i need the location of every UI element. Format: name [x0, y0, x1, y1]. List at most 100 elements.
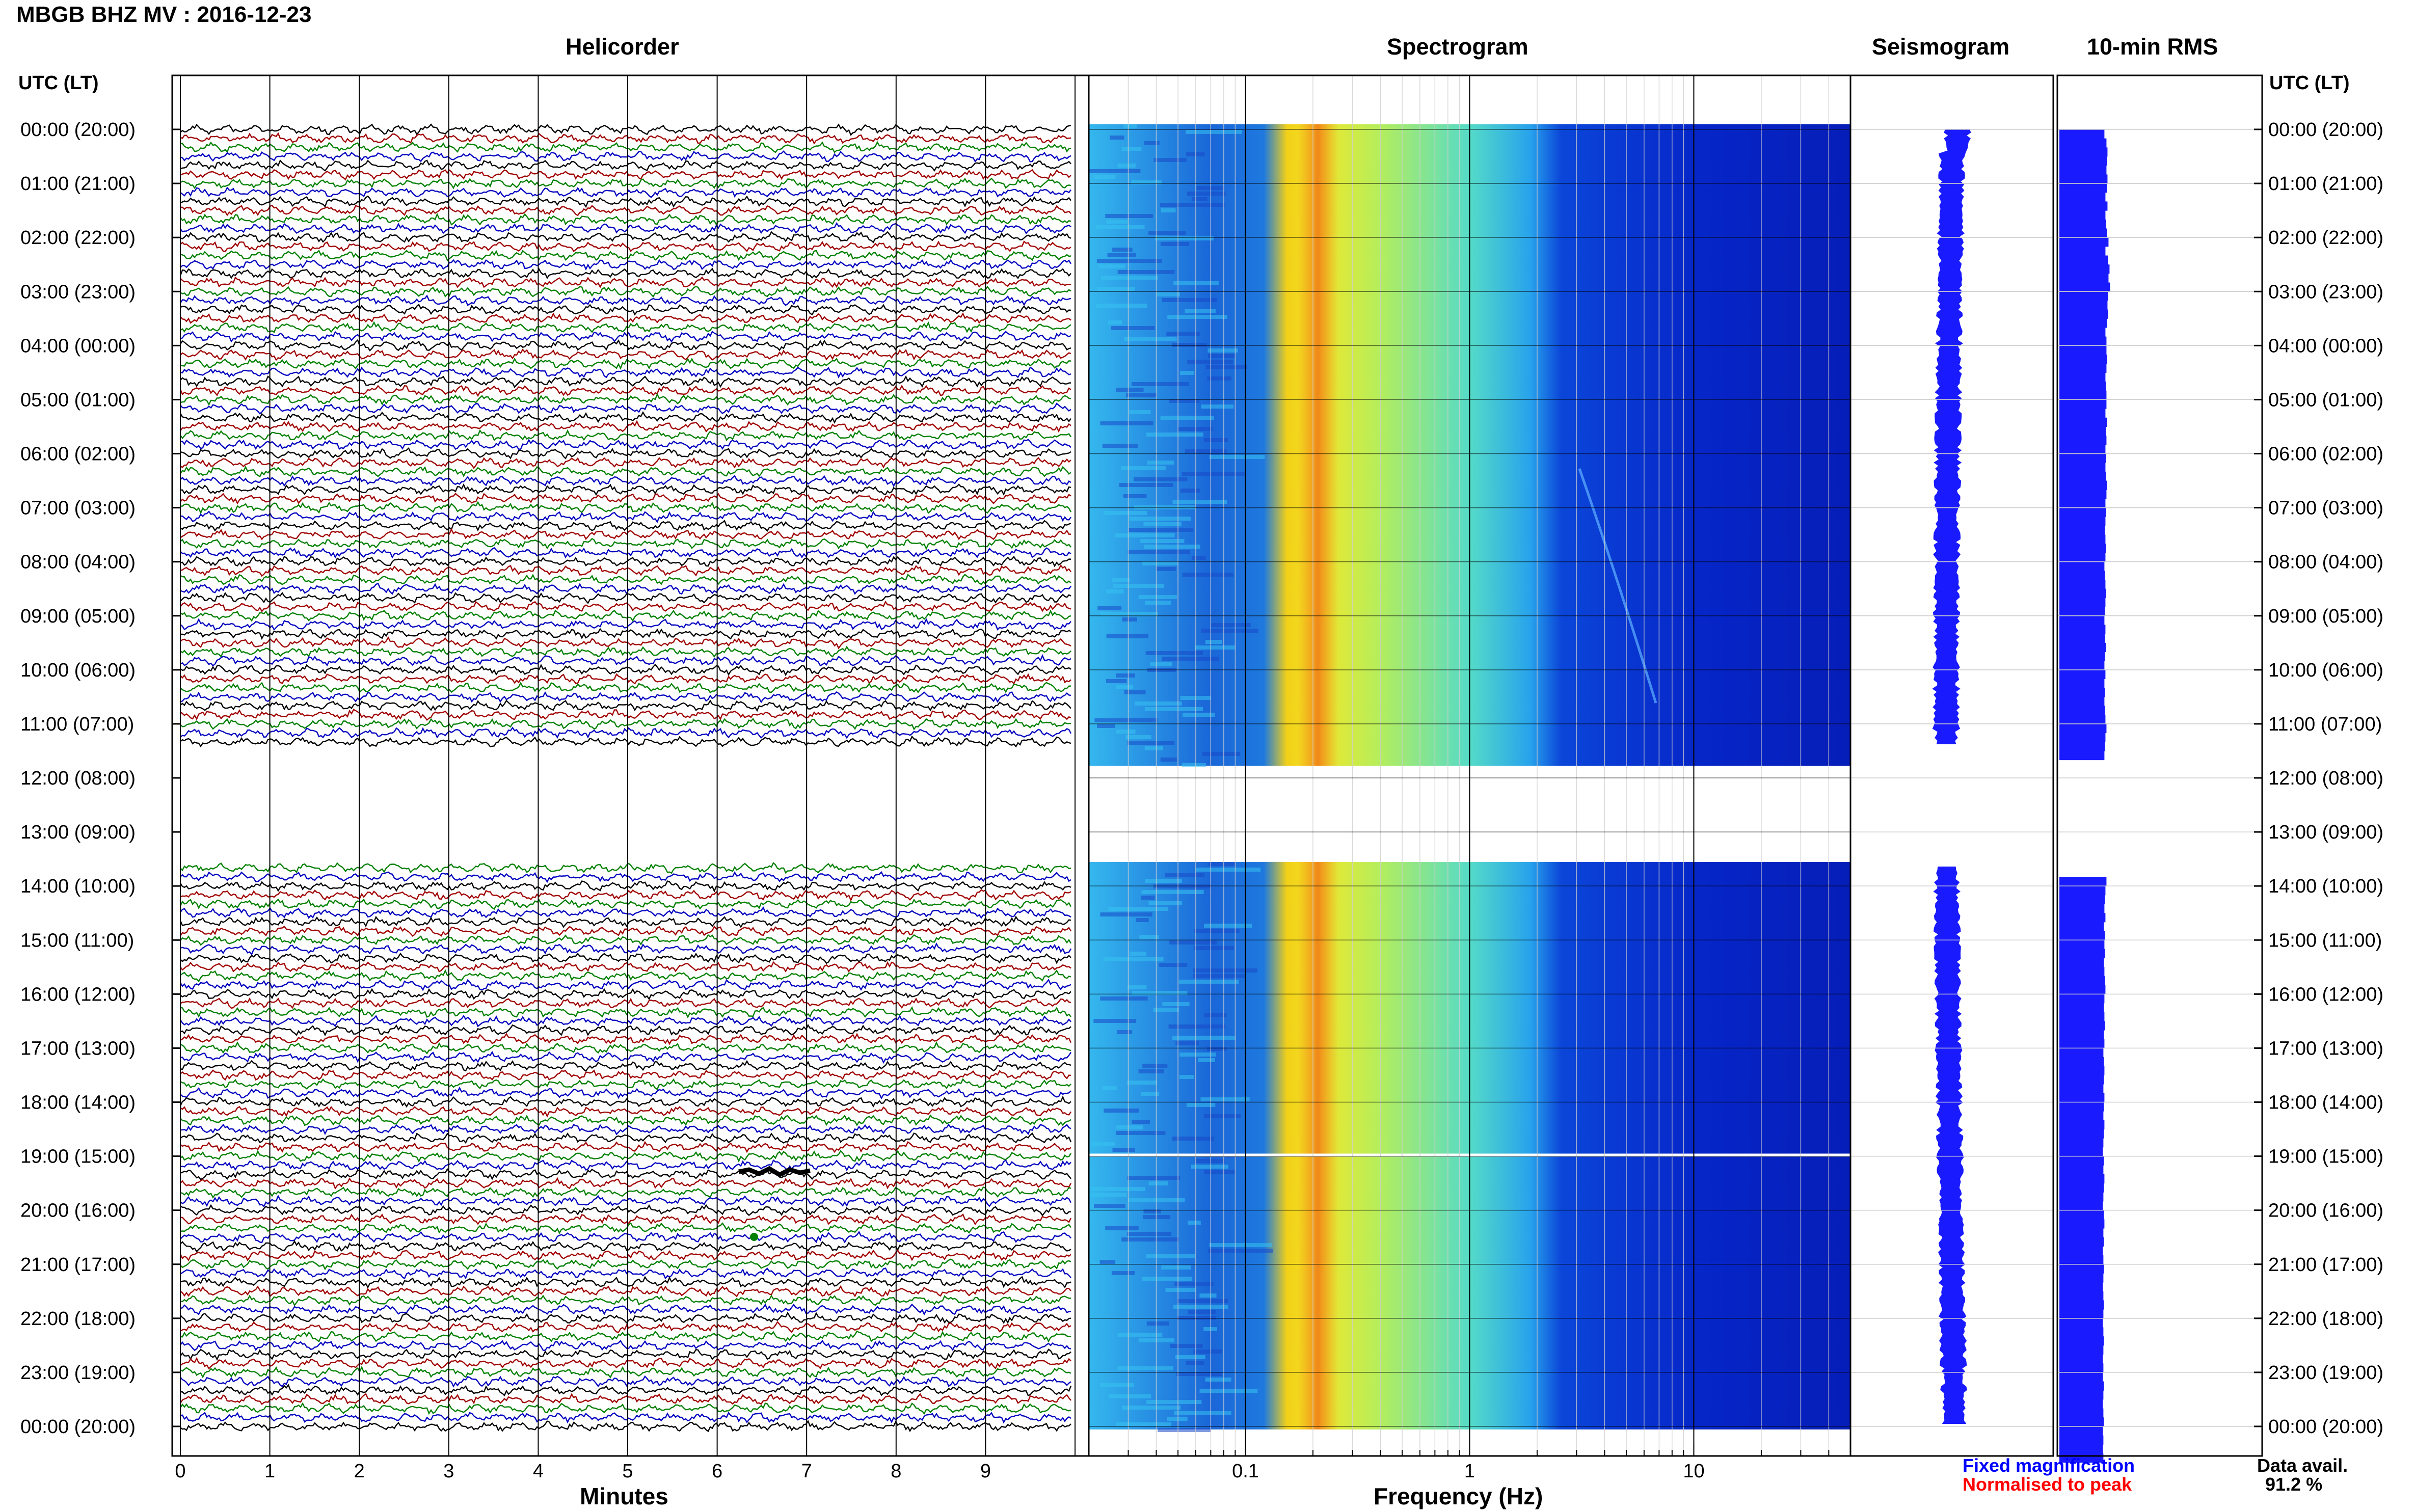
spectrogram-streak: [1122, 617, 1137, 622]
rms-bar: [2059, 1327, 2104, 1337]
hour-label-right: 00:00 (20:00): [2268, 1416, 2383, 1438]
helicorder-trace-row: [180, 555, 1071, 568]
spectrogram-streak: [1185, 449, 1227, 453]
helicorder-trace-row: [180, 1150, 1072, 1163]
spectrogram-streak: [1108, 907, 1169, 911]
helicorder-trace-row: [180, 988, 1071, 1001]
rms-bar: [2059, 1021, 2105, 1031]
spectrogram-streak: [1112, 248, 1133, 252]
spectrogram-dispersion: [1578, 468, 1657, 704]
spectrogram-streak: [1089, 1193, 1127, 1197]
spectrogram-streak: [1203, 1114, 1241, 1119]
rms-bar: [2059, 733, 2106, 742]
spectrogram-streak: [1148, 231, 1186, 235]
rms-bar: [2059, 1255, 2104, 1265]
spectrogram-streak: [1148, 901, 1183, 906]
helicorder-trace-row: [180, 645, 1071, 658]
spectrogram-streak: [1123, 494, 1147, 498]
spectrogram-streak: [1129, 410, 1151, 414]
spectrogram-streak: [1209, 862, 1236, 867]
helicorder-trace-row: [180, 457, 1071, 469]
spectrogram-streak: [1182, 573, 1233, 577]
rms-bar: [2059, 742, 2105, 751]
spectrogram-streak: [1162, 1002, 1190, 1007]
rms-bar: [2059, 264, 2110, 274]
hour-label-right: 18:00 (14:00): [2268, 1092, 2383, 1114]
helicorder-trace-row: [180, 1267, 1071, 1280]
rms-bar: [2059, 291, 2108, 301]
rms-bar: [2059, 355, 2107, 364]
rms-bar: [2059, 1102, 2104, 1112]
helicorder-trace-row: [180, 1285, 1071, 1298]
helicorder-trace-row: [180, 212, 1071, 226]
helicorder-trace-row: [180, 475, 1071, 488]
spectrogram-streak: [1206, 1047, 1227, 1051]
spectrogram-streak: [1205, 365, 1247, 369]
helicorder-trace-row: [180, 934, 1072, 946]
hour-label-right: 16:00 (12:00): [2268, 984, 2383, 1005]
rms-bar: [2059, 300, 2108, 310]
helicorder-trace-row: [180, 628, 1071, 640]
helicorder-trace-row: [180, 1195, 1072, 1208]
spectrogram-streak: [1144, 707, 1203, 711]
hour-label-left: 22:00 (18:00): [20, 1308, 136, 1330]
rms-bar: [2059, 886, 2106, 896]
spectrogram-peak-band: [1297, 124, 1339, 766]
spectrogram-streak: [1144, 141, 1160, 145]
spectrogram-streak: [1127, 985, 1147, 990]
spectrogram-streak: [1129, 517, 1191, 521]
helicorder-trace-row: [180, 1375, 1071, 1388]
rms-bar: [2059, 634, 2105, 643]
spectrogram-streak: [1148, 1181, 1168, 1186]
rms-bar: [2059, 895, 2105, 905]
helicorder-trace-row: [180, 699, 1071, 712]
spectrogram-streak: [1117, 270, 1175, 274]
helicorder-trace-row: [180, 375, 1071, 388]
spectrogram-streak: [1170, 1344, 1203, 1348]
rms-bar: [2059, 156, 2107, 166]
hour-label-right: 06:00 (02:00): [2268, 444, 2383, 465]
spectrogram-streak: [1116, 388, 1144, 392]
spectrogram-streak: [1193, 968, 1257, 973]
spectrogram-grid: [1128, 75, 1830, 1456]
spectrogram-streak: [1178, 980, 1239, 984]
hour-label-right: 21:00 (17:00): [2268, 1254, 2383, 1276]
helicorder-trace-row: [180, 952, 1071, 964]
spectrogram-streak: [1186, 1103, 1216, 1108]
spectrogram-streak: [1156, 567, 1176, 571]
rms-bar: [2059, 138, 2107, 148]
rms-bar: [2059, 507, 2106, 517]
minute-tick-label: 1: [264, 1461, 275, 1482]
rms-bar: [2059, 336, 2107, 346]
helicorder-trace-row: [180, 159, 1071, 172]
spectrogram-streak: [1116, 685, 1134, 689]
helicorder-trace-row: [180, 312, 1071, 325]
spectrogram-streak: [1141, 890, 1204, 895]
helicorder-trace-row: [180, 250, 1071, 261]
rms-bar: [2059, 517, 2106, 526]
spectrogram-streak: [1104, 511, 1147, 515]
spectrogram-streak: [1192, 556, 1206, 560]
rms-bar: [2059, 1147, 2103, 1157]
panel-frame: [1849, 74, 2054, 1457]
rms-bar: [2059, 625, 2106, 634]
hour-label-left: 06:00 (02:00): [20, 444, 136, 465]
helicorder-trace-row: [180, 1303, 1071, 1316]
helicorder-trace-row: [180, 691, 1071, 704]
helicorder-trace-row: [179, 880, 1071, 893]
hour-label-left: 11:00 (07:00): [20, 714, 134, 735]
rms-bar: [2059, 363, 2107, 373]
spectrogram-streak: [1202, 752, 1241, 756]
hour-label-right: 12:00 (08:00): [2268, 768, 2383, 789]
spectrogram-streak: [1104, 1109, 1139, 1113]
minute-tick-label: 6: [712, 1461, 722, 1482]
spectrogram-streak: [1110, 136, 1124, 140]
helicorder-trace-row: [180, 709, 1071, 721]
rms-bar: [2059, 382, 2106, 391]
helicorder-trace-row: [179, 267, 1071, 280]
rms-bar: [2059, 1282, 2103, 1292]
hour-label-right: 13:00 (09:00): [2268, 822, 2383, 843]
spectrogram-streak: [1145, 879, 1182, 883]
spectrogram-streak: [1203, 1327, 1217, 1332]
rms-bar: [2059, 1300, 2104, 1310]
